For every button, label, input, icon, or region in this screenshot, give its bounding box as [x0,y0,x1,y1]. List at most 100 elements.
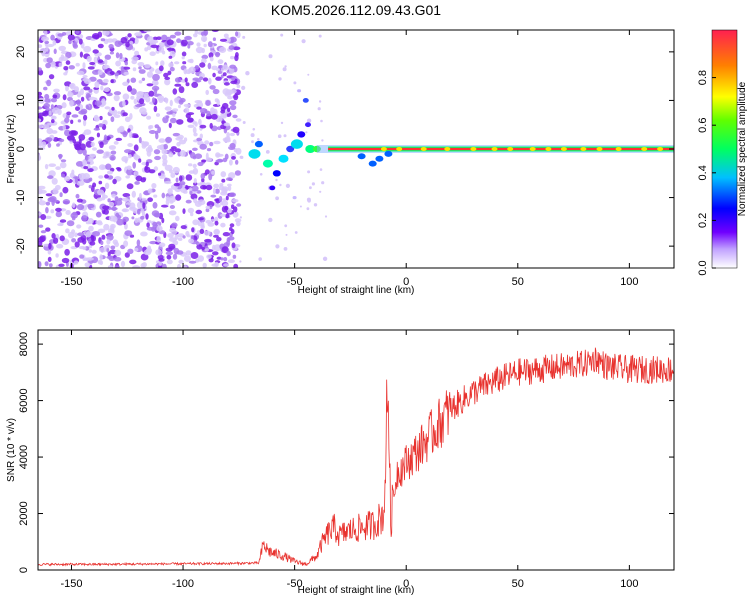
colorbar-tick-label: 0.2 [697,213,709,228]
snr-panel: -150 -100 -50 0 50 100 0 2000 4000 6000 8000 Heigh… [6,329,675,596]
noise-point [103,78,109,84]
noise-point [109,154,116,161]
noise-point [168,169,173,174]
noise-point [174,61,180,65]
noise-point [51,233,56,239]
noise-point [179,150,186,157]
noise-point [190,185,199,192]
noise-point [99,246,107,253]
noise-point [100,38,106,42]
noise-point [93,116,100,122]
noise-point [46,79,52,87]
noise-point [48,110,52,116]
noise-point [164,180,172,185]
noise-point [232,126,240,134]
noise-point [74,241,80,248]
noise-point [229,223,235,228]
noise-point [227,96,233,100]
noise-point [151,183,157,189]
noise-point [172,166,180,174]
noise-point [176,119,184,125]
noise-point [49,196,57,202]
spectrogram-xlabel: Height of straight line (km) [298,285,415,296]
sparse-point [293,81,297,85]
noise-point [173,182,180,187]
noise-point [166,111,173,115]
sparse-point [277,134,282,138]
noise-point [161,154,168,161]
noise-point [104,58,108,65]
noise-point [94,81,100,89]
noise-point [154,155,161,161]
colorbar-ticks: 0.0 0.2 0.4 0.6 0.8 [697,70,716,276]
noise-point [95,220,99,225]
noise-point [223,257,228,262]
noise-point [233,93,239,101]
noise-point [114,265,120,268]
noise-point [76,204,85,211]
noise-point [229,227,233,231]
noise-point [204,248,209,252]
noise-point [41,124,50,130]
x-tick-label: 0 [403,578,409,590]
noise-point [154,81,159,86]
noise-point [116,218,124,226]
noise-point [77,232,85,237]
noise-point [133,153,138,160]
noise-point [190,193,198,200]
noise-point [146,226,154,231]
noise-point [75,30,80,34]
noise-point [127,33,132,38]
noise-point [227,107,231,113]
sparse-point [306,207,310,211]
noise-point [94,100,102,106]
noise-point [78,134,86,141]
noise-point [144,165,148,171]
noise-point [188,67,192,74]
colorbar-tick-label: 0.4 [697,165,709,180]
noise-point [222,232,230,237]
noise-point [108,201,115,207]
noise-point [44,261,49,267]
noise-point [102,65,109,70]
noise-point [201,247,206,251]
noise-point [234,170,241,176]
noise-point [73,260,79,265]
noise-point [50,60,56,68]
noise-point [69,83,74,89]
noise-point [158,172,162,176]
noise-point [165,115,170,119]
chart-title: KOM5.2026.112.09.43.G01 [270,2,442,18]
noise-point [117,167,122,172]
noise-point [101,98,106,105]
noise-point [168,122,172,129]
noise-point [107,170,113,175]
noise-point [226,132,230,138]
noise-point [89,177,93,182]
noise-point [158,258,165,262]
noise-point [226,177,233,181]
sparse-point [258,257,263,261]
noise-point [205,219,212,224]
noise-point [226,239,231,246]
x-tick-label: 0 [403,276,409,288]
noise-point [195,241,200,246]
onset-blob [278,154,289,163]
noise-point [133,144,139,152]
carrier-knot [420,147,427,151]
noise-point [205,89,209,95]
noise-point [144,47,149,52]
noise-point [53,48,57,55]
noise-point [104,54,112,60]
sparse-point [245,71,250,76]
noise-point [229,132,235,137]
noise-point [181,56,185,60]
noise-point [76,99,81,106]
noise-point [79,254,85,259]
sparse-point [306,197,311,202]
x-tick-label: 100 [620,276,638,288]
sparse-point [285,183,290,188]
noise-point [47,250,52,255]
noise-point [65,60,71,65]
noise-point [138,80,143,84]
